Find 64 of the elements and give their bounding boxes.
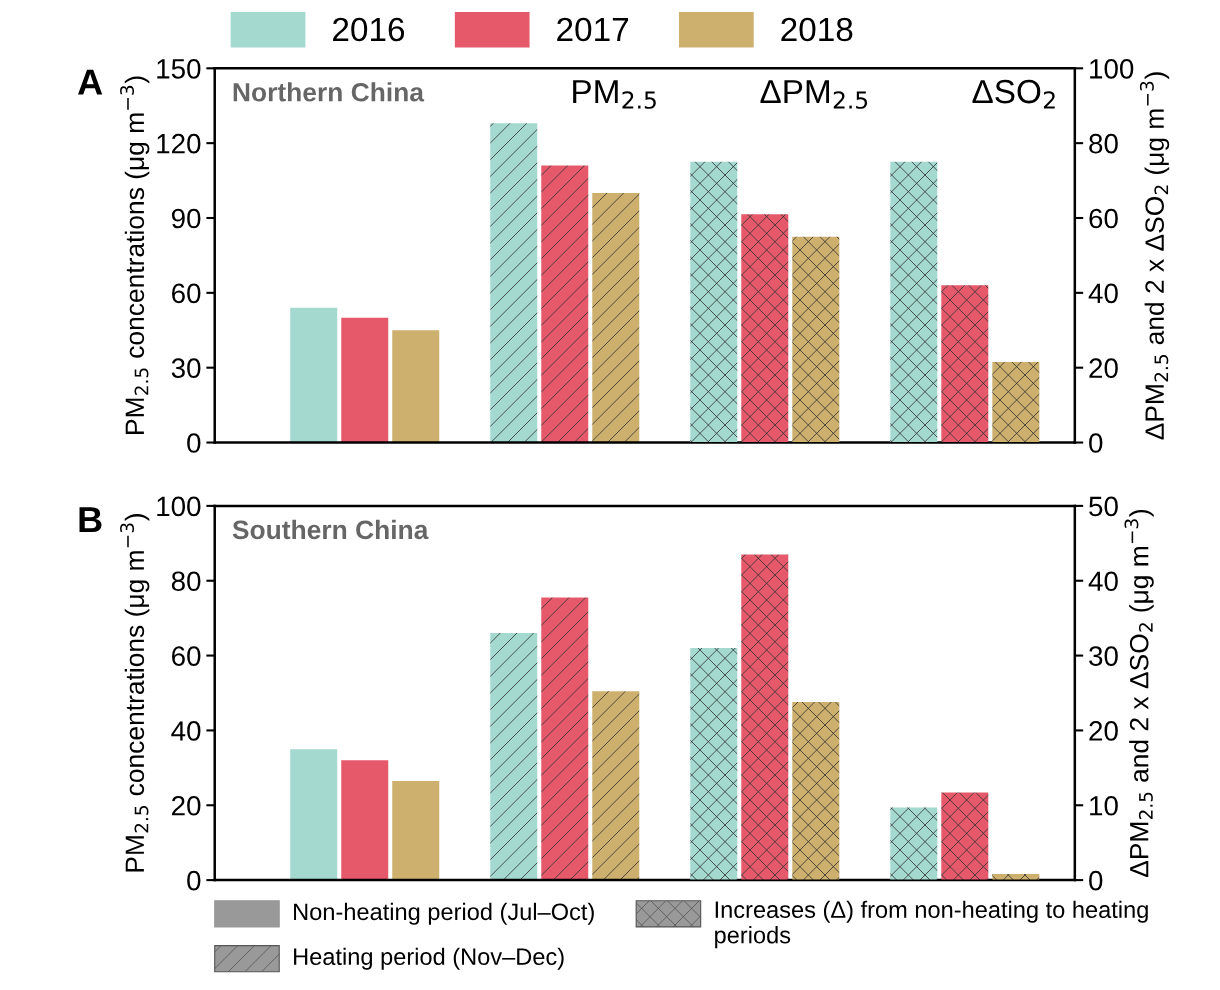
bar <box>290 749 338 881</box>
y-tick-label: 60 <box>172 283 201 304</box>
text: Heating period (Nov–Dec) <box>294 947 564 970</box>
y-tick-label: 0 <box>187 433 201 453</box>
bar <box>392 330 440 443</box>
bar <box>490 633 538 881</box>
bar <box>592 193 640 443</box>
y-tick-label: 120 <box>157 133 201 154</box>
y-tick-label: 80 <box>171 571 201 592</box>
bar <box>490 123 538 443</box>
bar <box>941 285 989 443</box>
y-tick-label: 100 <box>157 496 201 517</box>
y2-tick-label: 10 <box>1090 795 1118 816</box>
annotation: ΔSO$_{2}$ <box>972 79 1055 109</box>
bar <box>792 236 840 443</box>
bar <box>890 807 938 881</box>
y-tick-label: 30 <box>171 358 201 379</box>
y2-axis-title: ΔPM$_{2.5}$ and 2 x ΔSO$_{2}$ (μg m$^{−3}$) <box>1124 509 1154 878</box>
y2-tick-label: 100 <box>1090 58 1134 79</box>
bar <box>290 307 338 443</box>
y-tick-label: 40 <box>171 721 201 741</box>
annotation: ΔPM$_{2.5}$ <box>760 80 868 109</box>
bar <box>690 648 738 881</box>
y2-tick-label: 20 <box>1089 721 1118 741</box>
legend-label: 2018 <box>781 17 853 42</box>
y2-tick-label: 40 <box>1088 571 1118 592</box>
bar <box>341 760 389 881</box>
bar <box>341 317 389 443</box>
text: Non-heating period (Jul–Oct) <box>294 902 594 925</box>
bar <box>541 165 589 443</box>
bar <box>792 701 840 881</box>
annotation: Northern China <box>233 82 425 102</box>
y-axis-title: PM$_{2.5}$ concentrations (μg m$^{−3}$) <box>120 76 150 434</box>
y2-tick-label: 40 <box>1088 283 1118 304</box>
y2-axis-title: ΔPM$_{2.5}$ and 2 x ΔSO$_{2}$ (μg m$^{−3}$) <box>1139 72 1170 440</box>
y-tick-label: 0 <box>187 870 201 891</box>
bar <box>741 214 789 443</box>
bar <box>741 554 789 881</box>
y-tick-label: 90 <box>171 208 201 229</box>
annotation: Southern China <box>232 519 429 540</box>
bar <box>890 161 938 443</box>
y2-tick-label: 80 <box>1089 133 1118 154</box>
bar <box>941 792 989 881</box>
bar <box>690 161 738 443</box>
y2-tick-label: 0 <box>1089 433 1103 453</box>
y-axis-title: PM$_{2.5}$ concentrations (μg m$^{−3}$) <box>120 514 150 872</box>
bar <box>592 691 640 881</box>
y-tick-label: 150 <box>157 58 201 79</box>
y-tick-label: 60 <box>172 646 201 666</box>
y2-tick-label: 0 <box>1089 870 1103 891</box>
legend-label: 2017 <box>557 17 629 42</box>
chart-title: A <box>78 69 103 95</box>
y2-tick-label: 20 <box>1089 358 1118 379</box>
legend-label: 2016 <box>333 17 405 42</box>
bar <box>541 597 589 881</box>
bar <box>392 780 440 881</box>
text: Increases (Δ) from non-heating to heating periods <box>715 900 1148 949</box>
chart-title: B <box>79 507 102 533</box>
y2-tick-label: 50 <box>1089 496 1118 517</box>
annotation: PM$_{2.5}$ <box>573 80 656 109</box>
y2-tick-label: 30 <box>1089 646 1118 666</box>
y-tick-label: 20 <box>172 795 201 816</box>
bar <box>992 362 1040 443</box>
y2-tick-label: 60 <box>1089 208 1118 229</box>
